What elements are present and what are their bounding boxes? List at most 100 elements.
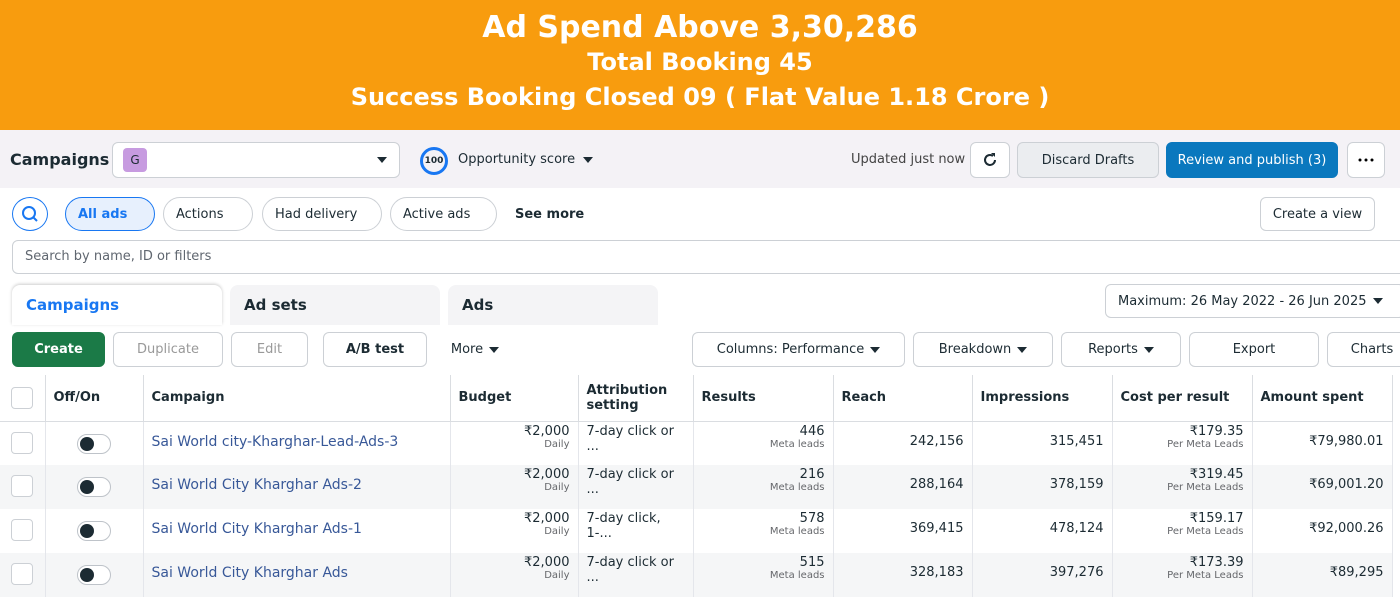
filter-pill[interactable]: Actions	[163, 197, 253, 231]
filter-label: See more	[515, 206, 585, 222]
filter-label: Active ads	[403, 206, 471, 222]
cell: ₹179.35 Per Meta Leads	[1112, 421, 1253, 465]
filter-pill[interactable]: Active ads	[390, 197, 497, 231]
cell: 7-day click or ...	[578, 421, 694, 465]
button-label: Charts	[1350, 342, 1394, 357]
button-label: Reports	[1088, 342, 1138, 357]
search-input[interactable]: Search by name, ID or filters	[12, 240, 1400, 274]
table-row: Sai World City Kharghar Ads-2 ₹2,000 Daily…	[0, 465, 1393, 509]
cell: 478,124	[972, 509, 1113, 553]
date-range[interactable]: Maximum: 26 May 2022 - 26 Jun 2025	[1105, 284, 1400, 318]
search-toggle[interactable]	[12, 197, 48, 231]
button-label: Export	[1232, 342, 1276, 357]
page-title: Campaigns	[10, 150, 110, 169]
header-label: Reach	[841, 390, 887, 406]
cell: 7-day click or ...	[578, 465, 694, 509]
discard-button[interactable]: Discard Drafts	[1017, 142, 1159, 178]
campaign-link[interactable]: Sai World City Kharghar Ads-1	[151, 521, 362, 537]
filter-pill[interactable]: See more	[503, 197, 613, 231]
account-initial: G	[123, 148, 147, 172]
toolbar-button[interactable]: Duplicate	[113, 332, 223, 367]
cell: ₹173.39 Per Meta Leads	[1112, 553, 1253, 597]
opportunity[interactable]: Opportunity score	[458, 152, 594, 167]
campaign-link[interactable]: Sai World City Kharghar Ads	[151, 565, 348, 581]
toolbar-button[interactable]: Charts	[1327, 332, 1400, 367]
tab[interactable]: Ad sets	[230, 285, 440, 325]
create-view-button[interactable]: Create a view	[1260, 197, 1375, 231]
campaign-link[interactable]: Sai World City Kharghar Ads-2	[151, 477, 362, 493]
campaign-link[interactable]: Sai World city-Kharghar-Lead-Ads-3	[151, 433, 399, 450]
budget-note: Daily	[544, 482, 570, 493]
refresh-button[interactable]	[970, 142, 1010, 178]
date-label: Maximum: 26 May 2022 - 26 Jun 2025	[1118, 293, 1367, 309]
toolbar-button[interactable]: Export	[1189, 332, 1319, 367]
amount: ₹92,000.26	[1309, 521, 1384, 536]
review-button[interactable]: Review and publish (3)	[1166, 142, 1338, 178]
toolbar-button[interactable]: Columns: Performance	[692, 332, 905, 367]
cost-note: Per Meta Leads	[1167, 570, 1244, 581]
banner: Ad Spend Above 3,30,286 Total Booking 45…	[0, 0, 1400, 130]
updated-status: Updated just now	[851, 152, 966, 167]
header-label: Impressions	[980, 390, 1070, 406]
checkbox[interactable]	[11, 431, 34, 454]
opportunity-label: Opportunity score	[458, 152, 576, 167]
cell: 216 Meta leads	[693, 465, 834, 509]
toolbar-button[interactable]: Reports	[1061, 332, 1181, 367]
filter-label: Had delivery	[275, 206, 358, 222]
toggle[interactable]	[77, 521, 111, 541]
header-label: Off/On	[53, 390, 101, 406]
impressions: 315,451	[1049, 433, 1104, 449]
column-header: Budget	[450, 375, 579, 422]
results-note: Meta leads	[769, 482, 825, 493]
toolbar-button[interactable]: A/B test	[323, 332, 427, 367]
toggle[interactable]	[77, 433, 111, 454]
cell: 378,159	[972, 465, 1113, 509]
cell: ₹69,001.20	[1252, 465, 1393, 509]
tab-label: Ad sets	[244, 296, 307, 314]
toolbar-button[interactable]: Breakdown	[913, 332, 1053, 367]
refresh-icon	[984, 153, 996, 166]
results-note: Meta leads	[769, 570, 825, 581]
filter-pill[interactable]: All ads	[65, 197, 155, 231]
checkbox[interactable]	[11, 386, 34, 409]
cost: ₹179.35	[1189, 423, 1244, 439]
toolbar-button[interactable]: More	[435, 332, 515, 367]
filter-pill[interactable]: Had delivery	[262, 197, 382, 231]
tab-label: Campaigns	[26, 296, 120, 314]
cell: ₹2,000 Daily	[450, 465, 579, 509]
toolbar-button[interactable]: Create	[12, 332, 105, 367]
more-menu[interactable]	[1347, 142, 1385, 178]
cell: ₹92,000.26	[1252, 509, 1393, 553]
checkbox[interactable]	[11, 475, 34, 497]
cell: Sai World City Kharghar Ads-2	[143, 465, 451, 509]
header-label: Cost per result	[1120, 390, 1230, 406]
button-label: Discard Drafts	[1041, 152, 1135, 168]
checkbox[interactable]	[11, 563, 34, 585]
impressions: 397,276	[1049, 565, 1104, 580]
amount: ₹69,001.20	[1309, 477, 1384, 492]
cell: 515 Meta leads	[693, 553, 834, 597]
button-label: Create a view	[1272, 206, 1363, 222]
toggle[interactable]	[77, 565, 111, 585]
cell: ₹2,000 Daily	[450, 421, 579, 465]
cell: 369,415	[833, 509, 973, 553]
column-header: Attribution setting	[578, 375, 694, 422]
cell: 7-day click, 1-...	[578, 509, 694, 553]
header-label: Budget	[458, 390, 512, 406]
cell: 7-day click or ...	[578, 553, 694, 597]
results: 446	[799, 423, 825, 439]
account-select[interactable]: G	[112, 142, 400, 178]
cost: ₹173.39	[1189, 555, 1244, 570]
cell	[0, 553, 46, 597]
toggle[interactable]	[77, 477, 111, 497]
tab[interactable]: Ads	[448, 285, 658, 325]
tab[interactable]: Campaigns	[12, 285, 222, 325]
header-label: Campaign	[151, 390, 225, 406]
cost-note: Per Meta Leads	[1167, 482, 1244, 493]
table-row: Sai World City Kharghar Ads ₹2,000 Daily 7-…	[0, 553, 1393, 597]
button-label: A/B test	[345, 342, 405, 357]
checkbox[interactable]	[11, 519, 34, 541]
banner-line: Total Booking 45	[587, 48, 813, 76]
caret	[489, 346, 500, 353]
toolbar-button[interactable]: Edit	[231, 332, 308, 367]
